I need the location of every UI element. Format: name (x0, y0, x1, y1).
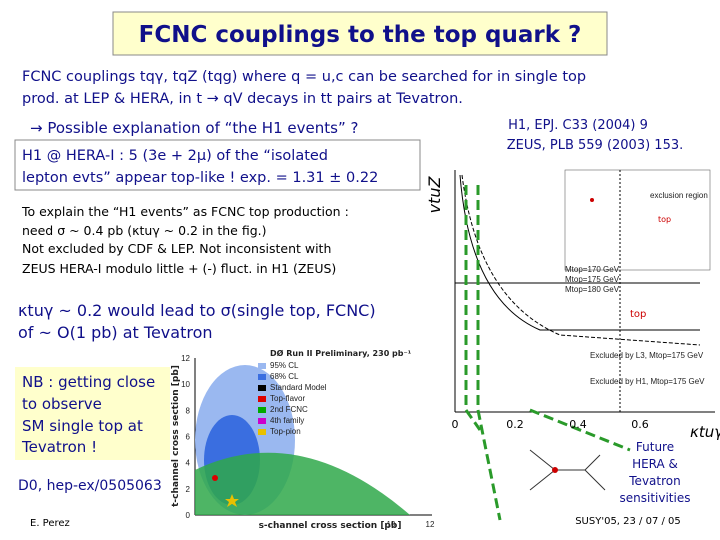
curve (459, 174, 700, 331)
legend-label: 2nd FCNC (270, 405, 308, 414)
future: Tevatron (628, 474, 680, 488)
green-dash (464, 185, 482, 431)
x-tick-label: 0.4 (569, 418, 587, 431)
region-label: exclusion region (650, 191, 708, 200)
future: sensitivities (620, 491, 691, 505)
reference: H1, EPJ. C33 (2004) 9 (508, 118, 648, 133)
y-tick-label: 4 (186, 459, 191, 468)
star (225, 494, 239, 507)
kappa-text: κtuγ ~ 0.2 would lead to σ(single top, F… (18, 301, 376, 320)
intro: prod. at LEP & HERA, in t → qV decays in… (22, 91, 463, 107)
legend-label: 4th family (270, 416, 304, 425)
top-label: top (630, 309, 646, 320)
legend-swatch (258, 418, 266, 424)
legend-swatch (258, 396, 266, 402)
y-label: vtuZ (425, 176, 444, 214)
reference: ZEUS, PLB 559 (2003) 153. (507, 138, 684, 153)
mass-label: Mtop=175 GeV (565, 275, 620, 284)
vertex (590, 198, 594, 202)
x-label: κtuγ (690, 423, 720, 441)
legend-swatch (258, 385, 266, 391)
legend-swatch (258, 374, 266, 380)
legend-swatch (258, 407, 266, 413)
diagram (529, 449, 606, 491)
explain: need σ ~ 0.4 pb (κtuγ ~ 0.2 in the fig.) (22, 223, 267, 238)
x-tick-label: 12 (426, 520, 435, 529)
plot-title: DØ Run II Preliminary, 230 pb⁻¹ (270, 348, 412, 358)
y-tick-label: 8 (186, 406, 191, 415)
h1-box (14, 139, 421, 191)
top-label: top (658, 215, 671, 224)
h1-text: H1 @ HERA-I : 5 (3e + 2μ) of the “isolat… (22, 148, 328, 164)
legend-label: 95% CL (270, 361, 299, 370)
x-tick-label: 10 (387, 520, 396, 529)
future: HERA & (632, 457, 678, 471)
explain: ZEUS HERA-I modulo little + (-) fluct. i… (22, 261, 336, 276)
d0-plot: DØ Run II Preliminary, 230 pb⁻¹ 95% CL68… (171, 348, 440, 532)
x-label: s-channel cross section [pb] (259, 521, 402, 531)
intro: FCNC couplings tqγ, tqZ (tqg) where q = … (22, 69, 586, 85)
sm-band (195, 452, 410, 515)
x-tick-label: 0.2 (506, 418, 524, 431)
y-tick-label: 2 (186, 485, 191, 494)
d0-ref: D0, hep-ex/0505063 (18, 478, 162, 494)
explain: Not excluded by CDF & LEP. Not inconsist… (22, 241, 331, 256)
nb-box (15, 367, 170, 460)
x-tick-label: 0 (452, 418, 459, 431)
y-tick-label: 6 (186, 433, 191, 442)
explain: To explain the “H1 events” as FCNC top p… (21, 204, 349, 219)
footer-left: E. Perez (30, 518, 70, 529)
y-tick-label: 0 (186, 511, 191, 520)
kappa-plot: exclusion region Mtop=170 GeV Mtop=175 G… (425, 162, 720, 521)
point (212, 475, 218, 481)
nb-text: NB : getting close (22, 373, 155, 391)
x-tick-label: 0.6 (631, 418, 649, 431)
future: Future (636, 440, 674, 454)
point: → Possible explanation of “the H1 events… (30, 119, 358, 137)
y-tick-label: 10 (181, 380, 190, 389)
nb-text: Tevatron ! (21, 438, 97, 456)
title: FCNC couplings to the top quark ? (139, 22, 582, 48)
green-dash (476, 409, 502, 521)
y-tick-label: 12 (181, 354, 190, 363)
legend-label: 68% CL (270, 372, 299, 381)
legend-label: Top-flavor (270, 394, 305, 403)
mass-label: Mtop=170 GeV (565, 265, 620, 274)
title-box (112, 11, 608, 56)
y-label: t-channel cross section [pb] (171, 365, 181, 507)
footer-right: SUSY'05, 23 / 07 / 05 (575, 516, 681, 527)
legend-swatch (258, 429, 266, 435)
green-dash (529, 408, 631, 452)
legend-label: Top-pion (270, 427, 301, 436)
legend-swatch (258, 363, 266, 369)
vertex (552, 467, 558, 473)
h1-text: lepton evts” appear top-like ! exp. = 1.… (22, 170, 378, 186)
nb-text: to observe (22, 395, 102, 413)
inset (564, 169, 711, 271)
kappa-text: of ~ O(1 pb) at Tevatron (18, 323, 213, 342)
excluded-label: Excluded by H1, Mtop=175 GeV (590, 377, 705, 386)
excluded-label: Excluded by L3, Mtop=175 GeV (590, 351, 704, 360)
legend-label: Standard Model (270, 383, 327, 392)
nb-text: SM single top at (22, 417, 143, 435)
plot-bg (445, 162, 717, 430)
mass-label: Mtop=180 GeV (565, 285, 620, 294)
